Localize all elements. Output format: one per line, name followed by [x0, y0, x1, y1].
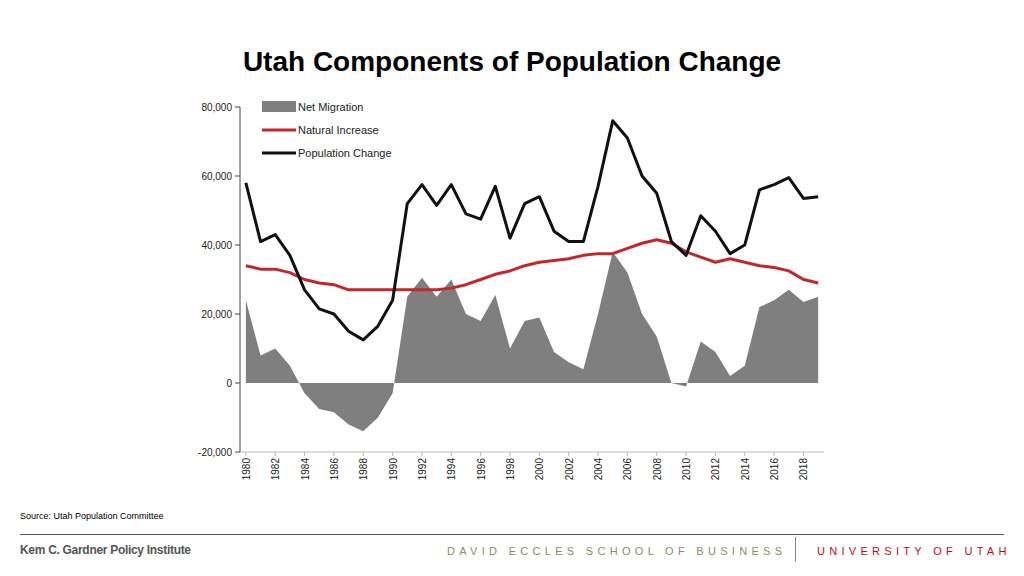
x-tick-label: 2010 — [681, 458, 692, 481]
x-tick — [451, 452, 452, 456]
legend-label: Net Migration — [298, 101, 363, 113]
x-tick — [509, 452, 510, 456]
y-tick — [235, 314, 240, 315]
x-tick — [363, 452, 364, 456]
y-tick-label: -20,000 — [198, 447, 232, 458]
legend-label: Natural Increase — [298, 124, 379, 136]
x-tick-label: 1990 — [388, 458, 399, 481]
y-tick — [235, 383, 240, 384]
y-tick-label: 0 — [226, 378, 232, 389]
x-tick — [803, 452, 804, 456]
x-tick-label: 2002 — [564, 458, 575, 481]
y-tick-label: 60,000 — [201, 171, 232, 182]
x-tick-label: 1992 — [417, 458, 428, 481]
y-tick-label: 80,000 — [201, 102, 232, 113]
y-tick — [235, 107, 240, 108]
y-tick-label: 40,000 — [201, 240, 232, 251]
x-tick — [774, 452, 775, 456]
chart-svg: -20,000 0 20,000 40,000 60,000 80,000 1980 1982… — [0, 0, 1024, 576]
footer-center: DAVID ECCLES SCHOOL OF BUSINESS — [447, 545, 786, 557]
x-tick — [539, 452, 540, 456]
x-axis-line — [240, 452, 824, 453]
legend-swatch — [262, 152, 296, 155]
x-tick-label: 2014 — [740, 458, 751, 481]
plot-area — [246, 121, 818, 432]
legend-swatch — [262, 129, 296, 132]
x-tick — [275, 452, 276, 456]
x-tick-label: 2018 — [798, 458, 809, 481]
x-tick-label: 1994 — [446, 458, 457, 481]
legend-label: Population Change — [298, 147, 392, 159]
x-tick — [333, 452, 334, 456]
x-tick-label: 1986 — [329, 458, 340, 481]
x-tick-label: 2016 — [769, 458, 780, 481]
x-tick-label: 1998 — [505, 458, 516, 481]
x-tick-label: 2000 — [534, 458, 545, 481]
x-tick-label: 2008 — [652, 458, 663, 481]
x-tick — [627, 452, 628, 456]
x-tick-label: 2012 — [710, 458, 721, 481]
y-axis-line — [240, 107, 241, 452]
y-tick — [235, 452, 240, 453]
x-tick — [715, 452, 716, 456]
x-tick — [304, 452, 305, 456]
x-tick — [656, 452, 657, 456]
area-series — [246, 252, 818, 431]
x-tick-label: 2004 — [593, 458, 604, 481]
x-tick-label: 2006 — [622, 458, 633, 481]
x-tick — [245, 452, 246, 456]
footer-divider — [795, 537, 796, 562]
x-tick — [421, 452, 422, 456]
x-tick-label: 1982 — [270, 458, 281, 481]
x-tick — [568, 452, 569, 456]
line-series — [246, 121, 818, 340]
chart-title: Utah Components of Population Change — [0, 46, 1024, 78]
x-tick-label: 1980 — [241, 458, 252, 481]
legend: Net Migration Natural Increase Population … — [262, 101, 392, 159]
x-tick — [392, 452, 393, 456]
footer-rule — [20, 534, 1004, 535]
x-tick — [744, 452, 745, 456]
x-tick — [598, 452, 599, 456]
x-tick-label: 1988 — [358, 458, 369, 481]
y-tick — [235, 176, 240, 177]
y-tick — [235, 245, 240, 246]
line-series — [246, 240, 818, 290]
x-tick — [480, 452, 481, 456]
footer-right: UNIVERSITY OF UTAH — [817, 545, 1011, 557]
footer-left: Kem C. Gardner Policy Institute — [20, 543, 191, 557]
legend-swatch — [262, 101, 296, 112]
x-tick — [686, 452, 687, 456]
x-tick-label: 1984 — [300, 458, 311, 481]
x-tick-label: 1996 — [476, 458, 487, 481]
source-note: Source: Utah Population Committee — [20, 511, 164, 521]
y-tick-label: 20,000 — [201, 309, 232, 320]
